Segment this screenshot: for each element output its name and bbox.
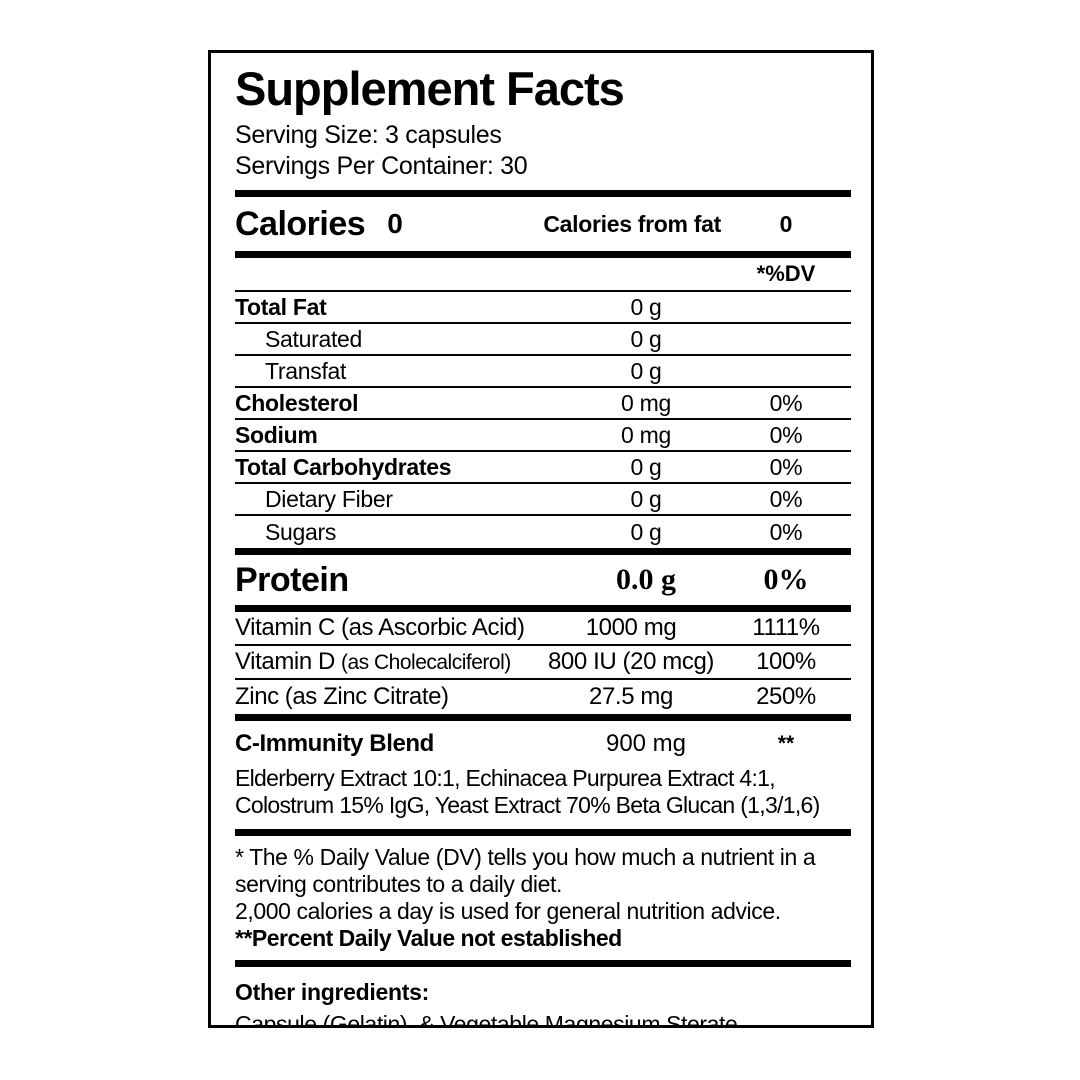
blend-name: C-Immunity Blend xyxy=(235,730,434,757)
nutrient-name: Saturated xyxy=(265,325,363,352)
blend-description-line: Colostrum 15% IgG, Yeast Extract 70% Bet… xyxy=(235,792,820,818)
table-row: Zinc (as Zinc Citrate) 27.5 mg 250% xyxy=(235,680,851,714)
nutrient-amount: 0 mg xyxy=(621,421,671,448)
table-row: Total Carbohydrates 0 g 0% xyxy=(235,452,851,484)
table-row: Transfat 0 g xyxy=(235,356,851,388)
vitamin-dv: 100% xyxy=(756,648,816,675)
protein-amount: 0.0 g xyxy=(616,563,676,596)
divider-bar-thick xyxy=(235,605,851,612)
vitamin-form: (as Cholecalciferol) xyxy=(341,651,511,674)
vitamin-amount: 27.5 mg xyxy=(589,683,673,710)
calories-label: Calories xyxy=(235,204,366,243)
divider-bar-thick xyxy=(235,829,851,836)
divider-bar-thick xyxy=(235,548,851,555)
table-row: Vitamin C (as Ascorbic Acid) 1000 mg 1111… xyxy=(235,612,851,646)
vitamin-name: Vitamin C (as Ascorbic Acid) xyxy=(235,614,541,642)
nutrient-name: Cholesterol xyxy=(235,389,359,416)
footnote-line: 2,000 calories a day is used for general… xyxy=(235,898,781,924)
nutrient-amount: 0 g xyxy=(630,357,662,384)
table-row: Sodium 0 mg 0% xyxy=(235,420,851,452)
nutrient-amount: 0 g xyxy=(630,453,662,480)
footnote-line: serving contributes to a daily diet. xyxy=(235,871,562,897)
calories-from-fat-label: Calories from fat xyxy=(543,210,721,237)
other-ingredients-label: Other ingredients: xyxy=(235,979,429,1005)
supplement-facts-label: Supplement Facts Serving Size: 3 capsule… xyxy=(208,50,874,1028)
nutrient-amount: 0 g xyxy=(630,293,662,320)
nutrient-amount: 0 g xyxy=(630,325,662,352)
footnote-line: * The % Daily Value (DV) tells you how m… xyxy=(235,844,816,870)
serving-size: Serving Size: 3 capsules xyxy=(235,121,502,149)
nutrient-dv: 0% xyxy=(769,453,803,480)
blend-amount: 900 mg xyxy=(605,730,687,757)
nutrient-dv: 0% xyxy=(769,518,803,545)
nutrient-name: Dietary Fiber xyxy=(265,485,393,512)
vitamin-name-text: Vitamin C xyxy=(235,614,335,641)
divider-bar-thick xyxy=(235,190,851,197)
vitamin-amount: 1000 mg xyxy=(585,614,677,641)
vitamin-name-text: Zinc xyxy=(235,683,279,710)
footnote-block: * The % Daily Value (DV) tells you how m… xyxy=(235,844,851,960)
nutrient-name: Sodium xyxy=(235,421,318,448)
blend-row: C-Immunity Blend 900 mg ** xyxy=(235,723,851,765)
blend-description: Elderberry Extract 10:1, Echinacea Purpu… xyxy=(235,765,851,829)
nutrient-amount: 0 mg xyxy=(621,389,671,416)
divider-bar-thick xyxy=(235,960,851,967)
vitamin-dv: 250% xyxy=(756,683,816,710)
nutrient-dv: 0% xyxy=(769,389,803,416)
calories-row: Calories 0 Calories from fat 0 xyxy=(235,197,851,251)
serving-info: Serving Size: 3 capsules Servings Per Co… xyxy=(235,120,851,182)
divider-bar-thick xyxy=(235,251,851,258)
blend-dv: ** xyxy=(777,732,795,755)
nutrient-dv: 0% xyxy=(769,485,803,512)
protein-row: Protein 0.0 g 0% xyxy=(235,555,851,605)
vitamin-name: Vitamin D (as Cholecalciferol) xyxy=(235,648,541,676)
nutrient-dv: 0% xyxy=(769,421,803,448)
dv-header-row: *%DV xyxy=(235,258,851,292)
nutrient-amount: 0 g xyxy=(630,485,662,512)
protein-dv: 0% xyxy=(763,563,809,596)
dv-header: *%DV xyxy=(756,261,816,286)
table-row: Saturated 0 g xyxy=(235,324,851,356)
nutrient-amount: 0 g xyxy=(630,518,662,545)
protein-label: Protein xyxy=(235,560,349,599)
table-row: Dietary Fiber 0 g 0% xyxy=(235,484,851,516)
nutrient-name: Total Carbohydrates xyxy=(235,453,452,480)
footnote-line-dv-not-established: **Percent Daily Value not established xyxy=(235,925,622,951)
blend-description-line: Elderberry Extract 10:1, Echinacea Purpu… xyxy=(235,765,776,791)
other-ingredients-block: Other ingredients: Capsule (Gelatin), & … xyxy=(235,979,851,1028)
table-row: Cholesterol 0 mg 0% xyxy=(235,388,851,420)
vitamin-form: (as Ascorbic Acid) xyxy=(341,614,525,641)
nutrient-name: Total Fat xyxy=(235,293,327,320)
vitamin-form: (as Zinc Citrate) xyxy=(284,683,449,710)
label-title: Supplement Facts xyxy=(235,62,625,115)
other-ingredients-value: Capsule (Gelatin), & Vegetable Magnesium… xyxy=(235,1011,744,1028)
vitamin-name-text: Vitamin D xyxy=(235,648,335,675)
servings-per-container: Servings Per Container: 30 xyxy=(235,152,528,180)
vitamin-amount: 800 IU (20 mcg) xyxy=(547,648,715,675)
divider-bar-thick xyxy=(235,714,851,721)
calories-value: 0 xyxy=(387,208,403,239)
vitamin-name: Zinc (as Zinc Citrate) xyxy=(235,683,541,711)
nutrient-name: Sugars xyxy=(265,518,337,545)
table-row: Sugars 0 g 0% xyxy=(235,516,851,548)
vitamin-dv: 1111% xyxy=(752,614,820,641)
table-row: Vitamin D (as Cholecalciferol) 800 IU (20… xyxy=(235,646,851,680)
nutrient-name: Transfat xyxy=(265,357,347,384)
calories-from-fat-value: 0 xyxy=(779,210,793,237)
table-row: Total Fat 0 g xyxy=(235,292,851,324)
